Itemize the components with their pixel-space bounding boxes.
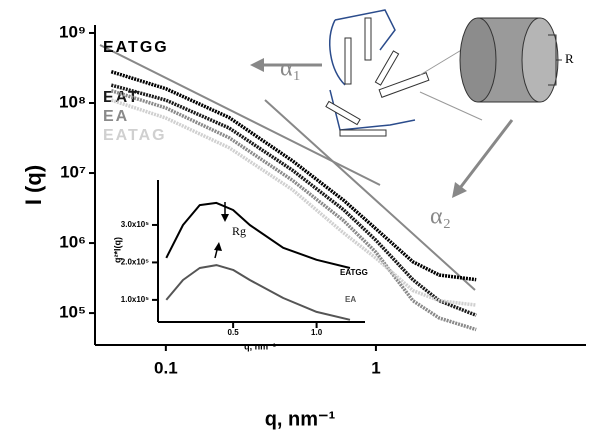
y-axis-label: q²*I(q) [112,237,122,263]
annotation: R [565,51,574,66]
series-line [110,98,477,307]
y-tick-label: 10⁵ [59,303,86,322]
series-line [110,89,477,332]
cylinder [459,17,562,103]
y-axis-label: I (q) [21,165,46,205]
arrow-head [221,214,229,222]
y-tick-label: 10⁷ [60,163,86,182]
x-tick-label: 0.1 [154,358,178,377]
x-tick-label: 1 [371,358,380,377]
arrow-head [452,182,467,198]
series-label: EA [345,295,356,304]
series-line [165,201,351,269]
y-tick-label: 10⁶ [59,233,86,252]
y-tick-label: 1.0x10⁵ [121,295,149,304]
y-tick-label: 10⁸ [59,92,86,111]
annotation: α₂ [430,204,451,230]
x-tick-label: 0.5 [228,328,240,337]
arrow-head [214,242,222,251]
y-tick-label: 3.0x10⁵ [121,220,149,229]
protein-cartoon [325,9,483,137]
x-axis-label: q, nm⁻¹ [244,341,276,351]
series-line [110,83,477,317]
alpha2-line [264,99,476,291]
annotation: Rg [232,224,246,238]
arrow [458,119,514,189]
alpha1-line [99,44,381,186]
annotation: α₁ [280,56,301,82]
arrow-head [250,58,264,72]
series-label: EATAG [103,127,167,144]
y-tick-label: 10⁹ [59,22,86,41]
x-axis-label: q, nm⁻¹ [265,408,336,430]
series-line [165,264,351,321]
series-label: EA [103,108,129,125]
x-tick-label: 1.0 [311,328,323,337]
series-label: EATGG [103,39,169,56]
series-label: EATGG [340,268,368,277]
y-tick-label: 2.0x10⁵ [121,258,149,267]
series-line [110,70,477,282]
